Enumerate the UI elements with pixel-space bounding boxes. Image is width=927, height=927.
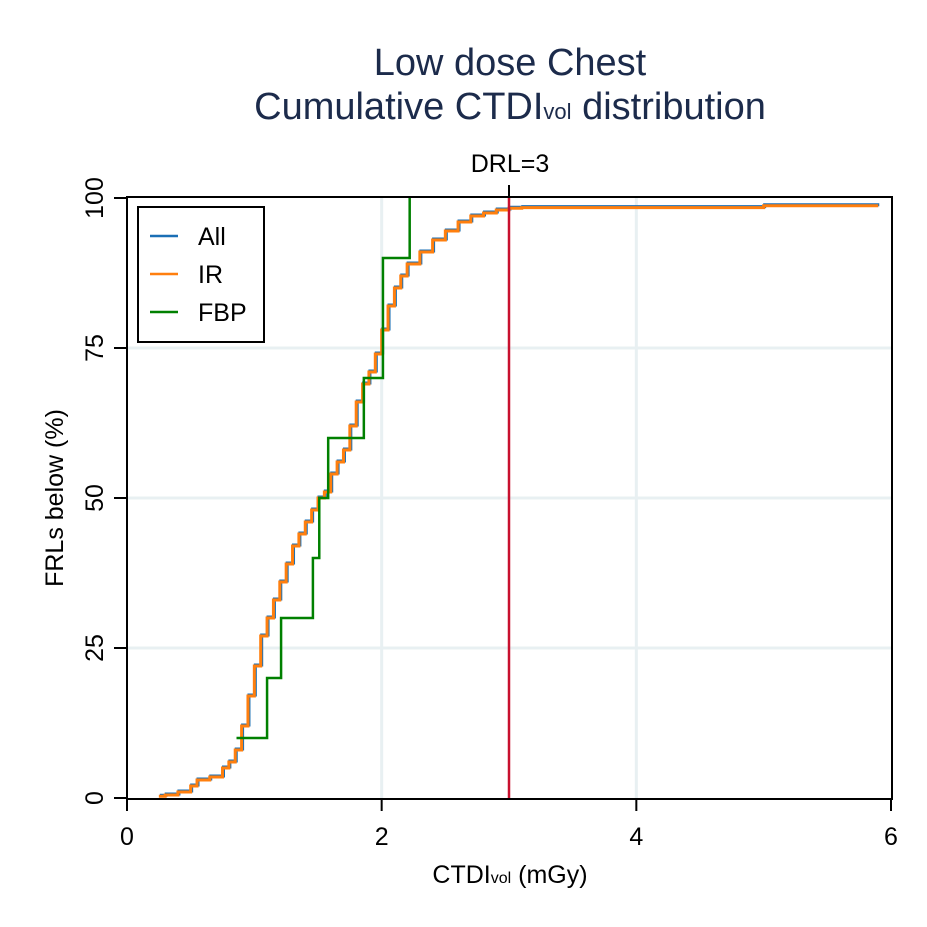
chart-title-line1: Low dose Chest (374, 42, 647, 84)
legend-label-fbp: FBP (198, 299, 247, 327)
y-tick-label-0: 0 (81, 791, 109, 805)
x-tick-label-4: 4 (629, 823, 643, 851)
legend-label-ir: IR (198, 261, 223, 289)
xlabel-unit: (mGy) (511, 861, 587, 889)
title-ctdi: Cumulative CTDI (254, 86, 543, 128)
chart-title-line2: Cumulative CTDIvol distribution (254, 86, 766, 128)
y-axis-label: FRLs below (%) (41, 409, 69, 587)
x-tick-label-0: 0 (120, 823, 134, 851)
drl-label: DRL=3 (471, 150, 550, 178)
y-tick-label-100: 100 (81, 177, 109, 219)
legend: All IR FBP (137, 206, 265, 343)
x-tick-label-2: 2 (375, 823, 389, 851)
y-tick-label-75: 75 (81, 334, 109, 362)
x-axis-label: CTDIvol (mGy) (432, 861, 587, 889)
legend-label-all: All (198, 223, 226, 251)
xlabel-ctdi: CTDI (432, 861, 490, 889)
y-tick-label-50: 50 (81, 484, 109, 512)
x-tick-label-6: 6 (884, 823, 898, 851)
title-distribution: distribution (572, 86, 766, 128)
y-tick-label-25: 25 (81, 634, 109, 662)
title-vol-subscript: vol (543, 99, 571, 124)
plot-marks (158, 198, 880, 798)
series-line-fbp (236, 198, 411, 740)
series-line-ir (158, 204, 879, 798)
xlabel-vol-subscript: vol (491, 870, 511, 887)
axes: 0 2 4 6 0 25 50 75 100 (81, 177, 898, 851)
